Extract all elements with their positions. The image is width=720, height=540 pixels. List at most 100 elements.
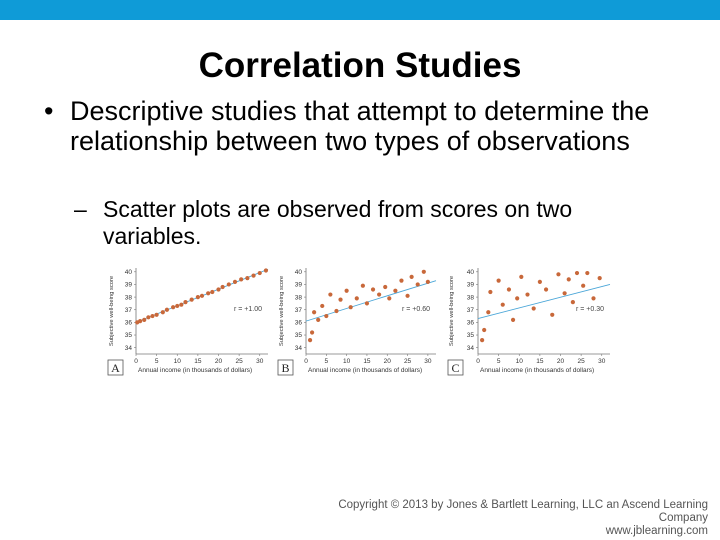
data-point xyxy=(383,284,388,290)
website-line: www.jblearning.com xyxy=(605,525,708,537)
correlation-label: r = +0.60 xyxy=(402,306,430,313)
scatter-plots-figure: 34 35 36 37 38 39 40 0 5 10 15 20 25 30 Subjective wel… xyxy=(106,262,614,386)
correlation-label: r = +1.00 xyxy=(234,306,262,313)
data-point xyxy=(348,305,353,310)
y-axis-title: Subjective well-being score xyxy=(449,276,455,346)
y-tick-label: 38 xyxy=(125,294,133,301)
data-point xyxy=(307,337,313,343)
data-point xyxy=(525,292,530,297)
fit-line xyxy=(305,280,437,322)
data-point xyxy=(226,282,231,287)
data-point xyxy=(171,305,176,310)
data-point xyxy=(556,272,561,277)
data-point xyxy=(370,287,376,292)
copyright-notice: Copyright © 2013 by Jones & Bartlett Lea… xyxy=(288,499,708,538)
data-point xyxy=(199,293,205,298)
data-point xyxy=(324,313,329,319)
y-axis-title: Subjective well-being score xyxy=(279,276,285,346)
y-tick-label: 36 xyxy=(467,320,475,327)
data-point xyxy=(142,317,147,322)
x-tick-label: 5 xyxy=(325,358,329,365)
data-point xyxy=(488,289,493,295)
data-point xyxy=(239,277,244,282)
data-point xyxy=(486,310,491,315)
data-point xyxy=(338,297,343,302)
y-tick-label: 35 xyxy=(467,332,475,339)
copyright-line: Copyright © 2013 by Jones & Bartlett Lea… xyxy=(338,499,708,524)
data-point xyxy=(585,270,590,276)
y-tick-label: 40 xyxy=(467,269,475,276)
y-tick-label: 37 xyxy=(125,307,133,314)
x-tick-label: 30 xyxy=(598,358,606,365)
data-point xyxy=(183,300,188,305)
data-point xyxy=(210,289,215,295)
data-point xyxy=(316,317,321,322)
data-point xyxy=(189,297,194,302)
y-tick-label: 39 xyxy=(467,282,475,289)
x-tick-label: 25 xyxy=(578,358,586,365)
x-axis-title: Annual income (in thousands of dollars) xyxy=(308,367,422,374)
data-point xyxy=(206,291,211,296)
panel-letter-box xyxy=(277,359,294,376)
data-point xyxy=(405,293,410,298)
data-point xyxy=(531,306,536,311)
x-tick-label: 5 xyxy=(155,358,159,365)
data-point xyxy=(195,294,200,300)
y-tick-label: 39 xyxy=(125,282,133,289)
data-point xyxy=(506,287,512,292)
y-tick-label: 37 xyxy=(295,307,303,314)
x-tick-label: 10 xyxy=(174,358,182,365)
data-point xyxy=(482,327,487,333)
x-tick-label: 25 xyxy=(404,358,412,365)
x-tick-label: 20 xyxy=(557,358,565,365)
data-point xyxy=(581,283,586,288)
data-point xyxy=(480,337,485,343)
data-point xyxy=(562,291,567,296)
data-point xyxy=(334,308,339,314)
data-point xyxy=(415,282,420,287)
data-point xyxy=(344,288,349,293)
data-point xyxy=(574,270,580,276)
x-axis-title: Annual income (in thousands of dollars) xyxy=(480,367,594,374)
y-tick-label: 40 xyxy=(125,269,133,276)
x-tick-label: 10 xyxy=(343,358,351,365)
data-point xyxy=(387,296,392,301)
data-point xyxy=(399,278,404,283)
x-tick-label: 0 xyxy=(476,358,480,365)
y-tick-label: 40 xyxy=(295,269,303,276)
panel-letter: C xyxy=(451,361,459,375)
scatter-plots-svg: 34 35 36 37 38 39 40 0 5 10 15 20 25 30 Subjective wel… xyxy=(107,268,611,376)
data-point xyxy=(257,270,262,276)
data-point xyxy=(425,279,430,285)
data-point xyxy=(421,269,426,274)
y-tick-label: 38 xyxy=(467,294,475,301)
data-point xyxy=(364,301,370,306)
data-point xyxy=(328,292,333,297)
bullet-marker: • xyxy=(44,96,54,126)
data-point xyxy=(251,273,256,278)
data-point xyxy=(154,312,159,317)
x-tick-label: 0 xyxy=(134,358,138,365)
data-point xyxy=(232,279,238,285)
data-point xyxy=(160,310,165,315)
panel-letter-box xyxy=(107,359,124,376)
y-tick-label: 34 xyxy=(125,345,133,352)
sub-bullet-text: Scatter plots are observed from scores o… xyxy=(103,196,573,249)
x-tick-label: 15 xyxy=(363,358,371,365)
data-point xyxy=(570,300,575,305)
panel-letter-box xyxy=(447,359,464,376)
data-point xyxy=(409,274,414,279)
data-point xyxy=(566,277,571,282)
data-point xyxy=(138,319,143,324)
y-tick-label: 35 xyxy=(295,332,303,339)
y-tick-label: 37 xyxy=(467,307,475,314)
slide-title: Correlation Studies xyxy=(198,46,522,85)
data-point xyxy=(519,274,524,279)
data-point xyxy=(216,287,221,292)
y-tick-label: 35 xyxy=(125,332,133,339)
x-tick-label: 20 xyxy=(384,358,392,365)
data-point xyxy=(597,276,602,281)
data-point xyxy=(591,296,596,301)
data-point xyxy=(515,296,520,301)
top-accent-bar xyxy=(0,0,720,20)
